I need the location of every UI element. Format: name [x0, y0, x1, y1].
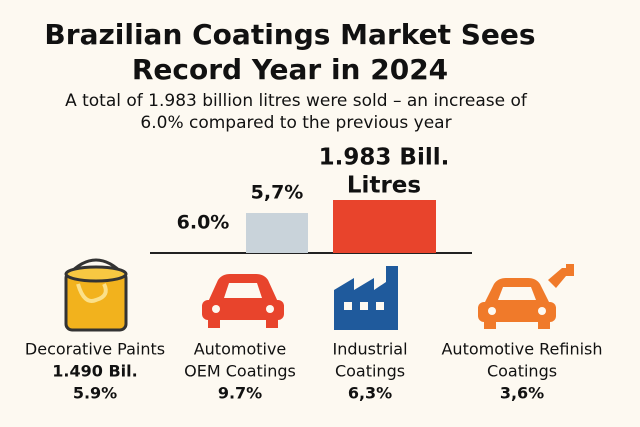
factory-icon	[334, 266, 398, 330]
segment-share: 6,3%	[348, 384, 392, 403]
growth-label: 6.0%	[177, 212, 230, 234]
subtitle-line: A total of 1.983 billion litres were sol…	[65, 91, 528, 111]
volume-bar	[333, 200, 436, 253]
segment-name: Automotive	[194, 340, 287, 359]
volume-label: Litres	[347, 173, 421, 199]
car-icon	[202, 274, 284, 328]
segment-name: OEM Coatings	[184, 362, 296, 381]
segment-name: Decorative Paints	[25, 340, 165, 359]
segment-volume: 1.490 Bil.	[52, 362, 137, 381]
segment-name: Coatings	[335, 362, 405, 381]
segment-share: 3,6%	[500, 384, 544, 403]
subtitle-line: 6.0% compared to the previous year	[140, 113, 451, 133]
segment-share: 9.7%	[218, 384, 262, 403]
refinish-car-icon	[478, 264, 574, 329]
segment-name: Coatings	[487, 362, 557, 381]
previous-growth-label: 5,7%	[251, 182, 304, 204]
title-line: Record Year in 2024	[132, 53, 448, 86]
segment-share: 5.9%	[73, 384, 117, 403]
title-line: Brazilian Coatings Market Sees	[44, 18, 535, 51]
paint-can-icon	[64, 258, 128, 332]
volume-label: 1.983 Bill.	[319, 145, 450, 171]
segment-name: Industrial	[332, 340, 407, 359]
segments: Decorative Paints 1.490 Bil. 5.9% Automotiv…	[25, 340, 603, 403]
segment-name: Automotive Refinish	[441, 340, 602, 359]
previous-bar	[246, 213, 308, 253]
